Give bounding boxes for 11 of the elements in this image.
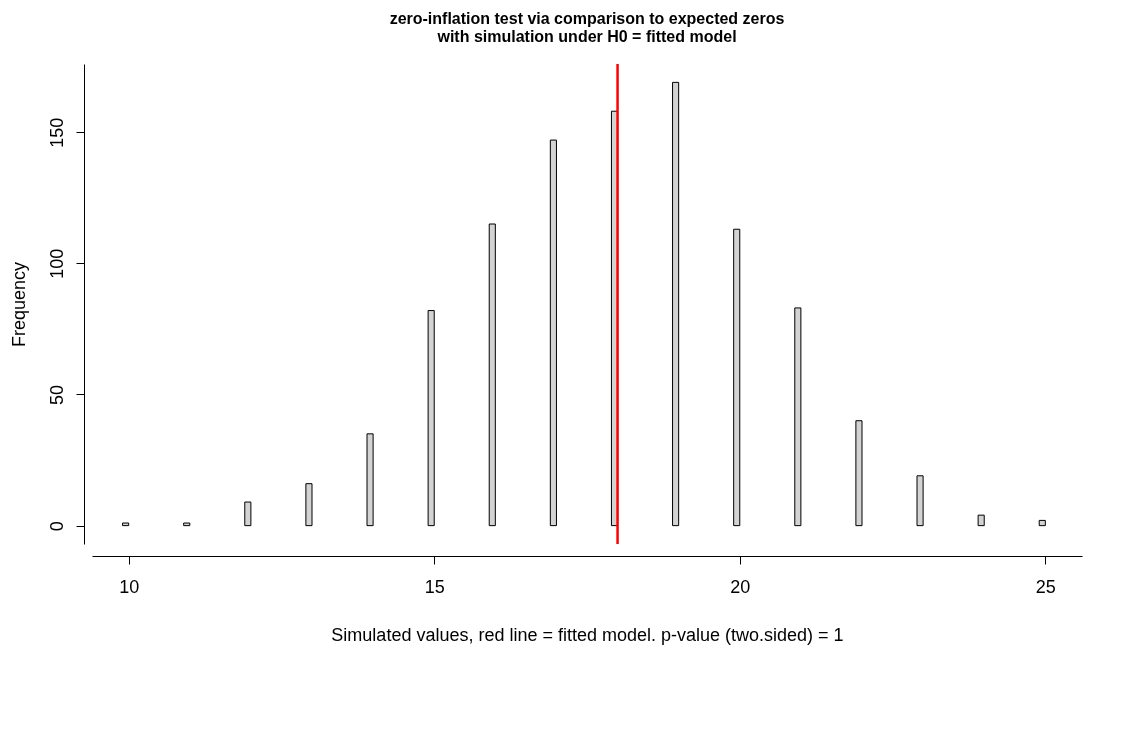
x-tick-label: 25 [1035, 576, 1056, 597]
y-tick-label: 50 [46, 384, 67, 406]
x-axis-title: Simulated values, red line = fitted model. p-value (two.sided) = 1 [331, 624, 844, 645]
y-tick-label: 150 [46, 117, 67, 148]
x-tick-label: 20 [730, 576, 751, 597]
chart-title: zero-inflation test via comparison to expected zeros with simulation under H0 = fitted model [389, 9, 785, 45]
x-tick-label: 10 [119, 576, 140, 597]
y-axis-title: Frequency [8, 261, 29, 348]
x-tick-label: 15 [424, 576, 445, 597]
y-tick-label: 100 [46, 248, 67, 279]
y-tick-label: 0 [46, 521, 67, 532]
